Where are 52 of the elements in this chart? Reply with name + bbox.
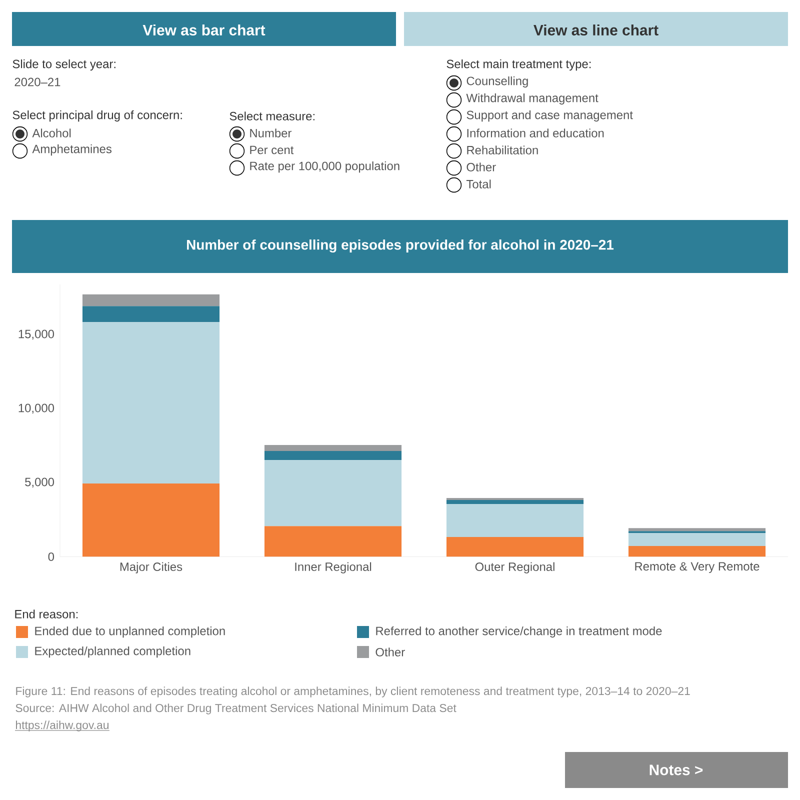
text: Support and case management: [466, 110, 633, 122]
legend-label: Referred to another service/change in treatment mode: [376, 626, 662, 638]
legend-label: Other: [376, 648, 405, 656]
text: Information and education: [467, 128, 604, 138]
legend-title: End reason:: [15, 610, 78, 618]
text: Alcohol: [32, 128, 71, 138]
x-tick-label: Outer Regional: [475, 562, 554, 574]
text: https://aihw.gov.au: [16, 720, 108, 732]
text: View as line chart: [534, 24, 658, 36]
y-tick-label: 5,000: [25, 478, 54, 488]
x-tick-label: Inner Regional: [295, 562, 372, 574]
caption: Figure 11: End reasons of episodes treating alcohol or amphetamines, by client remoteness and treatment type, 2013–14 to 2020–21: [16, 686, 690, 698]
text: Other: [466, 162, 496, 172]
bar: [264, 526, 402, 557]
text: Per cent: [250, 146, 294, 154]
y-tick-label: 15,000: [18, 330, 54, 340]
legend-label: Ended due to unplanned completion: [35, 626, 225, 638]
text: Withdrawal management: [466, 93, 598, 105]
y-tick-label: 10,000: [18, 404, 54, 414]
legend-label: Expected/planned completion: [35, 646, 190, 658]
bar: [264, 444, 402, 452]
text: Amphetamines: [32, 144, 112, 156]
bar: [446, 537, 584, 557]
text: Select measure:: [230, 112, 314, 120]
bar: [628, 533, 766, 546]
bar: [82, 322, 220, 484]
bar: [446, 498, 584, 500]
text: 2020–21: [14, 78, 60, 86]
bar: [264, 451, 402, 460]
text: Notes >: [650, 764, 703, 776]
bar: [446, 500, 584, 504]
text: View as bar chart: [142, 24, 266, 36]
text: Total: [466, 180, 491, 188]
text: Rehabilitation: [467, 146, 538, 154]
text: Number: [250, 128, 292, 138]
x-tick-label: Major Cities: [120, 562, 182, 574]
bar: [82, 483, 220, 557]
bar: [264, 460, 402, 526]
chart-title: Number of counselling episodes provided for alcohol in 2020–21: [187, 239, 614, 253]
y-tick-label: 0: [48, 552, 54, 561]
text: Rate per 100,000 population: [250, 161, 400, 173]
bar: [628, 546, 766, 557]
bar: [82, 306, 220, 322]
bar: [446, 504, 584, 538]
bar: [628, 528, 766, 532]
text: Select main treatment type:: [446, 59, 591, 71]
text: Slide to select year:: [12, 59, 116, 71]
x-tick-label: Remote & Very Remote: [635, 562, 760, 573]
source-note: Source: AIHW Alcohol and Other Drug Treatment Services National Minimum Data Set: [16, 704, 456, 714]
text: Counselling: [466, 76, 528, 88]
bar: [82, 294, 220, 306]
text: Select principal drug of concern:: [12, 110, 182, 122]
